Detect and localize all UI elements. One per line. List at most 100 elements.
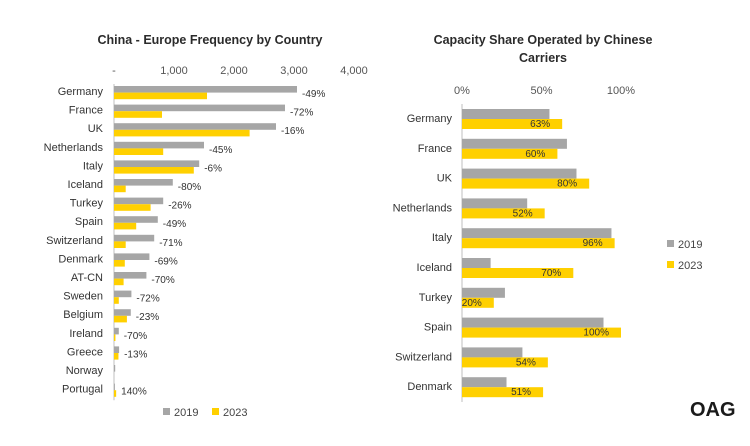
left-category-label: Iceland (68, 179, 103, 191)
left-category-label: Germany (58, 86, 104, 98)
right-bar-2019 (462, 109, 550, 119)
right-value-label: 70% (541, 268, 561, 279)
right-bar-2023 (462, 327, 621, 338)
left-category-label: Ireland (69, 328, 103, 340)
right-value-label: 60% (525, 149, 545, 160)
right-category-label: France (418, 143, 452, 155)
right-bar-2019 (462, 168, 577, 179)
left-bar-2019 (114, 179, 173, 186)
left-bar-2019 (114, 365, 116, 372)
right-value-label: 100% (583, 328, 609, 339)
right-bar-2023 (462, 238, 615, 249)
right-bar-2019 (462, 258, 491, 268)
right-value-label: 63% (530, 119, 550, 130)
left-bar-2023 (114, 185, 126, 193)
left-bar-2019 (114, 346, 120, 353)
right-legend-swatch-2023 (667, 261, 674, 268)
right-bar-2019 (462, 228, 612, 239)
right-category-label: Germany (407, 113, 453, 125)
left-category-label: Netherlands (44, 142, 104, 154)
right-bar-2023 (462, 387, 544, 398)
left-bar-2019 (114, 253, 150, 260)
left-category-label: France (69, 105, 103, 117)
left-x-tick: 2,000 (220, 65, 248, 77)
left-bar-2019 (114, 309, 131, 316)
left-category-label: Sweden (63, 291, 103, 303)
left-change-label: -6% (204, 163, 222, 174)
oag-logo: OAG (690, 399, 736, 421)
left-bar-2019 (114, 290, 132, 298)
right-bar-2023 (462, 148, 558, 159)
right-category-label: Switzerland (395, 351, 452, 363)
left-bar-2023 (114, 278, 124, 286)
right-x-tick: 0% (454, 85, 470, 97)
right-chart-title-line1: Capacity Share Operated by Chinese (434, 33, 653, 47)
left-chart-title: China - Europe Frequency by Country (97, 33, 322, 47)
right-value-label: 96% (583, 238, 603, 249)
left-x-tick: 4,000 (340, 65, 368, 77)
right-category-label: Turkey (419, 292, 453, 304)
right-category-label: Spain (424, 322, 452, 334)
right-bar-2019 (462, 347, 523, 358)
right-bar-2023 (462, 178, 590, 189)
left-bar-2023 (114, 129, 250, 137)
left-legend-label-2023: 2023 (223, 407, 247, 419)
right-category-label: Italy (432, 232, 453, 244)
left-bar-2019 (114, 272, 147, 279)
left-change-label: -71% (159, 238, 182, 249)
left-change-label: -70% (124, 331, 147, 342)
right-bar-2019 (462, 377, 507, 388)
left-x-tick: - (112, 65, 116, 77)
right-value-label: 51% (511, 387, 531, 398)
right-bar-2023 (462, 119, 563, 129)
left-category-label: Norway (66, 365, 104, 377)
left-bar-2023 (114, 241, 126, 248)
left-x-tick: 3,000 (280, 65, 308, 77)
right-value-label: 20% (462, 298, 482, 309)
left-chart: - 1,000 2,000 3,000 4,000 Germany -49% France -7… (44, 65, 368, 419)
right-value-label: 80% (557, 179, 577, 190)
right-bar-2023 (462, 357, 548, 368)
right-category-label: Iceland (417, 262, 452, 274)
right-chart: 0% 50% 100% Germany 63% France 60% UK 80% Netherl… (393, 85, 702, 402)
left-category-label: UK (88, 123, 104, 135)
left-category-label: Belgium (63, 309, 103, 321)
left-bar-2019 (114, 86, 297, 93)
right-bar-2019 (462, 287, 505, 298)
left-bar-2019 (114, 383, 115, 391)
left-change-label: -26% (168, 201, 191, 212)
left-category-label: Switzerland (46, 235, 103, 247)
right-category-label: Netherlands (393, 202, 453, 214)
left-bar-2023 (114, 167, 194, 174)
left-bar-2019 (114, 104, 285, 112)
left-bar-2019 (114, 123, 276, 130)
left-category-label: Spain (75, 216, 103, 228)
left-category-label: Italy (83, 160, 104, 172)
left-change-label: -69% (154, 256, 177, 267)
left-legend-swatch-2019 (163, 408, 170, 415)
left-legend-label-2019: 2019 (174, 407, 198, 419)
left-bar-2023 (114, 353, 119, 360)
right-bar-2019 (462, 198, 528, 209)
left-bar-2023 (114, 204, 151, 211)
left-bar-2023 (114, 222, 137, 230)
left-x-tick: 1,000 (160, 65, 188, 77)
left-change-label: -49% (163, 219, 186, 230)
right-legend-swatch-2019 (667, 240, 674, 247)
right-category-label: Denmark (407, 381, 452, 393)
left-bar-2019 (114, 234, 155, 242)
left-legend-swatch-2023 (212, 408, 219, 415)
left-change-label: -49% (302, 89, 325, 100)
left-category-label: AT-CN (71, 272, 103, 284)
left-change-label: -23% (136, 312, 159, 323)
left-bar-2019 (114, 141, 204, 149)
right-x-tick: 50% (530, 85, 552, 97)
left-category-label: Portugal (62, 384, 103, 396)
left-bar-2019 (114, 197, 164, 205)
left-change-label: -16% (281, 126, 304, 137)
left-bar-2023 (114, 390, 117, 397)
left-category-label: Greece (67, 346, 103, 358)
right-value-label: 54% (516, 357, 536, 368)
left-bar-2023 (114, 297, 119, 304)
